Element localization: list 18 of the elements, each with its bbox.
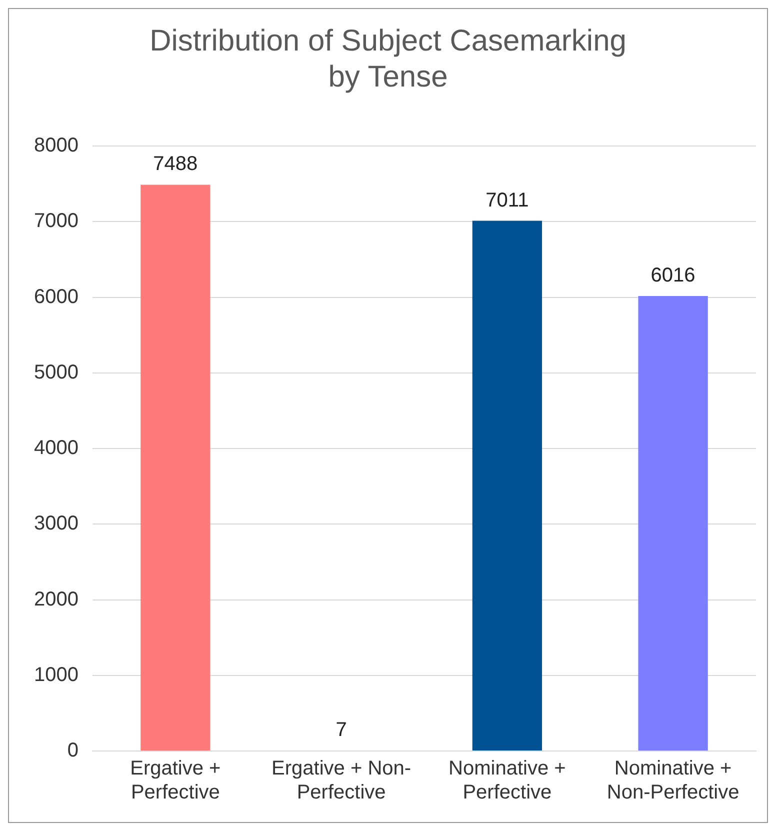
x-tick-label: Ergative + Non-Perfective [272, 758, 412, 804]
x-tick-label: Ergative + Perfective [130, 758, 221, 804]
data-label: 7488 [153, 153, 198, 176]
x-tick-label: Nominative + Perfective [448, 758, 566, 804]
data-label: 7011 [486, 189, 529, 212]
data-label: 7 [336, 718, 347, 741]
y-tick-label: 7000 [34, 210, 78, 232]
chart-title: Distribution of Subject Casemarking by Tense [150, 24, 626, 94]
x-tick-label: Nominative + Non-Perfective [606, 758, 740, 804]
y-tick-label: 0 [67, 740, 78, 762]
y-tick-label: 6000 [34, 286, 78, 308]
y-tick-label: 3000 [34, 512, 78, 535]
y-tick-label: 1000 [34, 664, 78, 686]
y-tick-label: 2000 [34, 588, 78, 610]
y-tick-label: 8000 [34, 134, 78, 157]
y-tick-label: 5000 [34, 361, 78, 384]
y-tick-label: 4000 [34, 437, 78, 460]
data-label: 6016 [650, 264, 696, 287]
